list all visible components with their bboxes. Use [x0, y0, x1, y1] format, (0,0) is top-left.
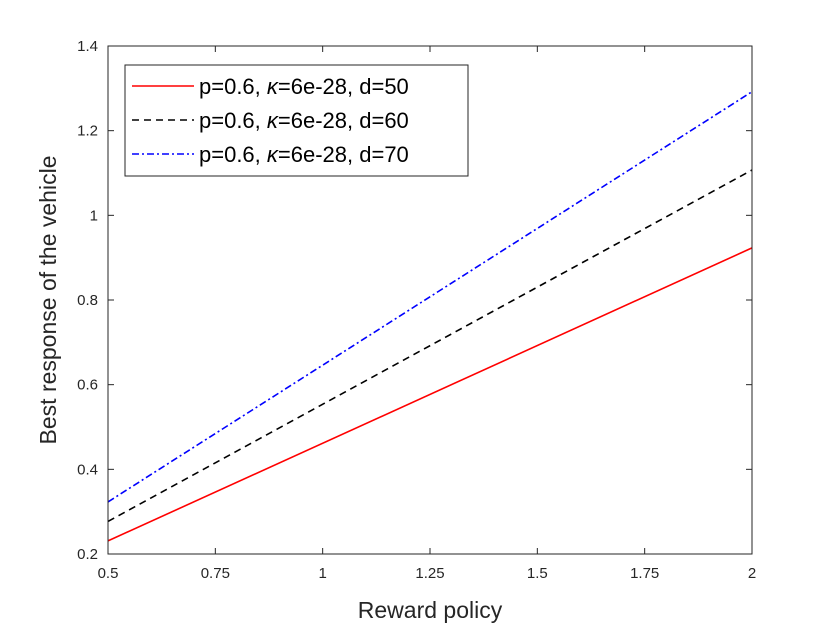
y-tick-label: 0.4 [77, 461, 98, 478]
y-tick-label: 1.4 [77, 38, 98, 55]
x-axis-label: Reward policy [358, 597, 503, 623]
y-tick-label: 1 [90, 207, 98, 224]
legend-label-3: p=0.6, κ=6e-28, d=70 [199, 142, 409, 167]
x-tick-label: 0.5 [98, 565, 119, 582]
x-tick-label: 2 [748, 565, 756, 582]
series-line-3 [107, 91, 753, 503]
x-tick-label: 1 [318, 565, 326, 582]
x-tick-label: 1.75 [630, 565, 659, 582]
x-tick-label: 0.75 [201, 565, 230, 582]
x-tick-label: 1.5 [527, 565, 548, 582]
y-tick-label: 0.6 [77, 377, 98, 394]
x-tick-label: 1.25 [415, 565, 444, 582]
y-tick-label: 0.8 [77, 292, 98, 309]
series-line-1 [107, 247, 753, 542]
y-axis: 0.2 0.4 0.6 0.8 1 1.2 1.4 [77, 38, 752, 563]
legend: p=0.6, κ=6e-28, d=50 p=0.6, κ=6e-28, d=60… [124, 64, 469, 177]
legend-label-2: p=0.6, κ=6e-28, d=60 [199, 108, 409, 133]
series-layer [107, 91, 753, 542]
legend-label-1: p=0.6, κ=6e-28, d=50 [199, 74, 409, 99]
series-line-2 [107, 169, 753, 523]
x-axis: 0.5 0.75 1 1.25 1.5 1.75 2 [98, 46, 756, 582]
y-tick-label: 0.2 [77, 546, 98, 563]
y-axis-label: Best response of the vehicle [35, 156, 61, 445]
y-tick-label: 1.2 [77, 123, 98, 140]
